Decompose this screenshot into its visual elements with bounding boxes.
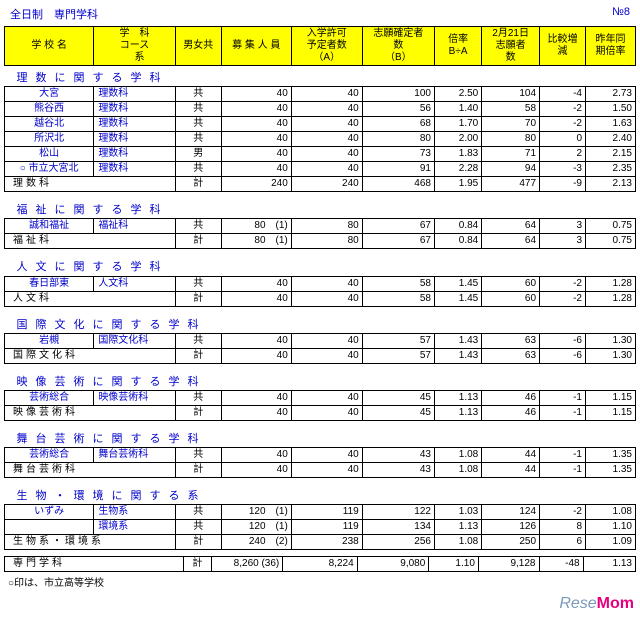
table-row: 所沢北理数科共4040802.008002.40 <box>5 132 636 147</box>
subtotal-row: 生物系・環境系計240 (2)2382561.0825061.09 <box>5 535 636 550</box>
subtotal-row: 理数科計2402404681.95477-92.13 <box>5 177 636 192</box>
table-row: 熊谷西理数科共4040561.4058-21.50 <box>5 102 636 117</box>
col-header: 2月21日志願者数 <box>482 27 540 66</box>
table-row: 春日部東人文科共4040581.4560-21.28 <box>5 276 636 291</box>
table-row: ○ 市立大宮北理数科共4040912.2894-32.35 <box>5 162 636 177</box>
subtotal-row: 人文科計4040581.4560-21.28 <box>5 291 636 306</box>
section-title: 映像芸術に関する学科 <box>5 370 636 391</box>
col-header: 昨年同期倍率 <box>586 27 636 66</box>
section-title: 理数に関する学科 <box>5 66 636 87</box>
section-title: 福祉に関する学科 <box>5 198 636 219</box>
footnote: ○印は、市立高等学校 <box>4 572 636 589</box>
table-row: 芸術総合舞台芸術科共4040431.0844-11.35 <box>5 448 636 463</box>
table-row: いずみ生物系共120 (1)1191221.03124-21.08 <box>5 505 636 520</box>
table-row: 芸術総合映像芸術科共4040451.1346-11.15 <box>5 390 636 405</box>
table-row: 松山理数科男4040731.837122.15 <box>5 147 636 162</box>
section-title: 生物・環境に関する系 <box>5 484 636 505</box>
col-header: 倍率B÷A <box>434 27 481 66</box>
subtotal-row: 福祉科計80 (1)80670.846430.75 <box>5 234 636 249</box>
table-row: 越谷北理数科共4040681.7070-21.63 <box>5 117 636 132</box>
subtotal-row: 映像芸術科計4040451.1346-11.15 <box>5 405 636 420</box>
section-title: 国際文化に関する学科 <box>5 313 636 334</box>
table-row: 環境系共120 (1)1191341.1312681.10 <box>5 520 636 535</box>
data-table: 学 校 名学 科コース 系男女共募 集 人 員入学許可予定者数（A）志願確定者数… <box>4 26 636 550</box>
table-row: 岩槻国際文化科共4040571.4363-61.30 <box>5 333 636 348</box>
col-header: 学 校 名 <box>5 27 94 66</box>
table-row: 誠和福祉福祉科共80 (1)80670.846430.75 <box>5 219 636 234</box>
subtotal-row: 国際文化科計4040571.4363-61.30 <box>5 348 636 363</box>
total-table: 専門学科計8,260 (36)8,2249,0801.109,128-481.1… <box>4 556 636 572</box>
watermark: ReseMom <box>559 595 634 613</box>
section-title: 舞台芸術に関する学科 <box>5 427 636 448</box>
header-right: №8 <box>612 6 630 22</box>
table-row: 大宮理数科共40401002.50104-42.73 <box>5 87 636 102</box>
col-header: 学 科コース 系 <box>94 27 175 66</box>
col-header: 募 集 人 員 <box>221 27 291 66</box>
col-header: 入学許可予定者数（A） <box>291 27 362 66</box>
subtotal-row: 舞台芸術科計4040431.0844-11.35 <box>5 463 636 478</box>
section-title: 人文に関する学科 <box>5 255 636 276</box>
col-header: 志願確定者数（B） <box>362 27 434 66</box>
col-header: 比較増減 <box>540 27 586 66</box>
header-left: 全日制 専門学科 <box>10 6 98 22</box>
col-header: 男女共 <box>175 27 221 66</box>
